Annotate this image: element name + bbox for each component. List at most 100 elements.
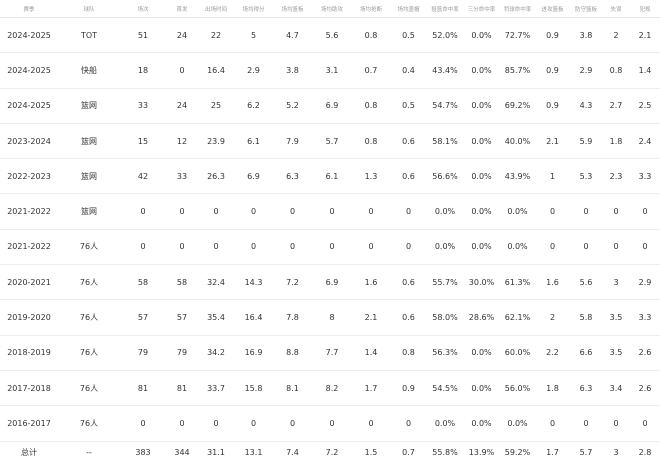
cell: 2022-2023 xyxy=(0,158,58,195)
cell: 40.0% xyxy=(500,123,535,160)
cell: 0 xyxy=(630,229,660,266)
total-row: 总计 -- 383 344 31.1 13.1 7.4 7.2 1.5 0.7 55.8% 13.9%… xyxy=(0,440,660,464)
header-row: 赛季 球队 场次 首发 出场时间 场均得分 场均篮板 场均助攻 场均抢断 场均盖帽 投篮命中率 三分命… xyxy=(0,0,660,18)
cell: 16.4 xyxy=(234,299,273,336)
cell: 3.8 xyxy=(273,52,312,89)
cell: 1.7 xyxy=(352,370,390,407)
cell: 0.9 xyxy=(535,17,570,54)
cell: 0.0% xyxy=(463,335,500,371)
cell: 8.1 xyxy=(273,370,312,407)
cell: 0 xyxy=(120,405,166,442)
cell: 61.3% xyxy=(500,264,535,301)
cell: 0 xyxy=(352,193,390,230)
cell: 5.2 xyxy=(273,88,312,124)
cell: 33 xyxy=(120,88,166,124)
cell: 16.9 xyxy=(234,335,273,371)
cell: 22 xyxy=(198,17,234,54)
cell: 2.9 xyxy=(630,264,660,301)
cell: 0 xyxy=(352,229,390,266)
cell: 篮网 xyxy=(58,193,120,230)
cell: 14.3 xyxy=(234,264,273,301)
cell: 0.6 xyxy=(390,299,427,336)
column-header: 球队 xyxy=(58,0,120,18)
cell: 5.6 xyxy=(570,264,602,301)
cell: 0 xyxy=(273,405,312,442)
cell: 篮网 xyxy=(58,158,120,195)
cell: 2019-2020 xyxy=(0,299,58,336)
season-row: 2023-2024 篮网 15 12 23.9 6.1 7.9 5.7 0.8 0.6 58.1% 0… xyxy=(0,123,660,160)
cell: 0.0% xyxy=(427,405,463,442)
cell: 2023-2024 xyxy=(0,123,58,160)
cell: 0.5 xyxy=(390,17,427,54)
cell: 2016-2017 xyxy=(0,405,58,442)
cell: 5.8 xyxy=(570,299,602,336)
cell: 0 xyxy=(234,405,273,442)
cell: 1 xyxy=(535,158,570,195)
total-cell: 59.2% xyxy=(500,440,535,464)
season-row: 2024-2025 TOT 51 24 22 5 4.7 5.6 0.8 0.5 52.0% 0.0%… xyxy=(0,17,660,54)
column-header: 场均得分 xyxy=(234,0,273,18)
cell: 6.1 xyxy=(234,123,273,160)
cell: 0 xyxy=(166,229,198,266)
cell: 2024-2025 xyxy=(0,88,58,124)
cell: 6.9 xyxy=(312,88,352,124)
cell: 2 xyxy=(602,17,630,54)
cell: 0.0% xyxy=(463,405,500,442)
cell: 32.4 xyxy=(198,264,234,301)
cell: 35.4 xyxy=(198,299,234,336)
cell: 69.2% xyxy=(500,88,535,124)
cell: 58.1% xyxy=(427,123,463,160)
cell: 0.0% xyxy=(463,88,500,124)
total-cell: 7.2 xyxy=(312,440,352,464)
cell: 0 xyxy=(198,229,234,266)
cell: 2.7 xyxy=(602,88,630,124)
cell: 52.0% xyxy=(427,17,463,54)
cell: 0.6 xyxy=(390,123,427,160)
cell: 0 xyxy=(166,405,198,442)
cell: 26.3 xyxy=(198,158,234,195)
cell: 18 xyxy=(120,52,166,89)
cell: 0 xyxy=(312,193,352,230)
cell: 4.7 xyxy=(273,17,312,54)
cell: 0.0% xyxy=(500,229,535,266)
cell: 56.0% xyxy=(500,370,535,407)
cell: 15.8 xyxy=(234,370,273,407)
cell: 0 xyxy=(312,405,352,442)
cell: 2.1 xyxy=(352,299,390,336)
cell: 2.1 xyxy=(535,123,570,160)
cell: 76人 xyxy=(58,335,120,371)
cell: 7.9 xyxy=(273,123,312,160)
season-row: 2017-2018 76人 81 81 33.7 15.8 8.1 8.2 1.7 0.9 54.5… xyxy=(0,370,660,407)
cell: 0.0% xyxy=(427,229,463,266)
cell: 34.2 xyxy=(198,335,234,371)
cell: 3.5 xyxy=(602,299,630,336)
cell: 0.0% xyxy=(463,17,500,54)
cell: 0 xyxy=(120,229,166,266)
cell: 2.9 xyxy=(234,52,273,89)
cell: 2024-2025 xyxy=(0,52,58,89)
column-header: 失误 xyxy=(602,0,630,18)
cell: 3.3 xyxy=(630,299,660,336)
cell: 快船 xyxy=(58,52,120,89)
cell: 6.1 xyxy=(312,158,352,195)
cell: 43.4% xyxy=(427,52,463,89)
cell: 28.6% xyxy=(463,299,500,336)
cell: 54.5% xyxy=(427,370,463,407)
cell: 0.4 xyxy=(390,52,427,89)
cell: 8.8 xyxy=(273,335,312,371)
cell: 0.8 xyxy=(352,17,390,54)
cell: 0.0% xyxy=(463,370,500,407)
table-header: 赛季 球队 场次 首发 出场时间 场均得分 场均篮板 场均助攻 场均抢断 场均盖帽 投篮命中率 三分命… xyxy=(0,0,660,18)
cell: 0 xyxy=(535,229,570,266)
season-row: 2024-2025 快船 18 0 16.4 2.9 3.8 3.1 0.7 0.4 43.4% 0.… xyxy=(0,52,660,89)
cell: 8 xyxy=(312,299,352,336)
cell: 1.8 xyxy=(535,370,570,407)
cell: 3.1 xyxy=(312,52,352,89)
cell: 79 xyxy=(120,335,166,371)
cell: 1.3 xyxy=(352,158,390,195)
cell: 0.0% xyxy=(500,405,535,442)
column-header: 场次 xyxy=(120,0,166,18)
cell: 24 xyxy=(166,17,198,54)
cell: 5.9 xyxy=(570,123,602,160)
cell: 0 xyxy=(273,229,312,266)
